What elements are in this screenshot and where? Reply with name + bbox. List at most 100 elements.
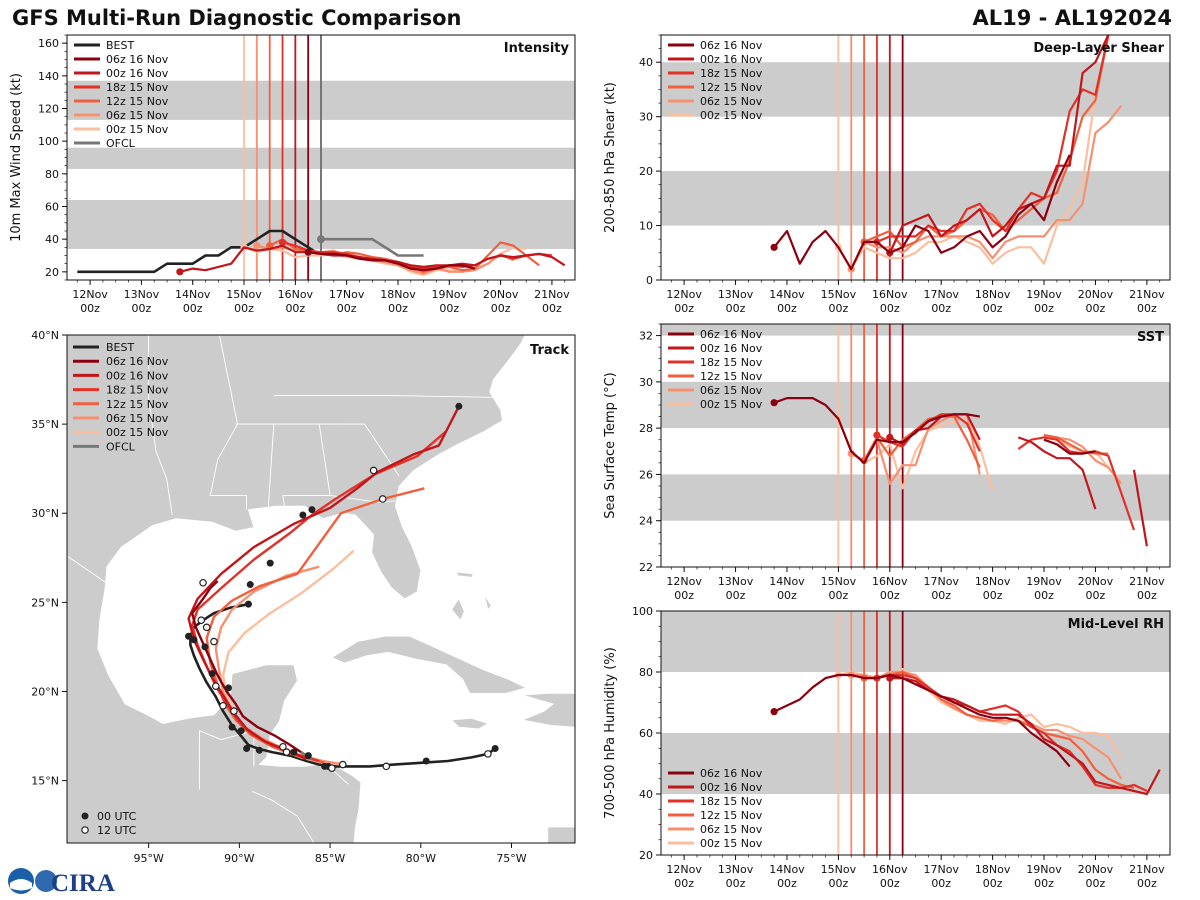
border-line-5: [342, 423, 400, 477]
track-point-12utc: [338, 760, 347, 769]
intensity-legend-label: 00z 16 Nov: [106, 67, 169, 80]
intensity-xtick-label: 00z: [80, 302, 100, 315]
intensity-xtick-label: 19Nov: [432, 288, 468, 301]
rh-series-0: [773, 673, 1071, 768]
rh-plot-area: [661, 611, 1170, 855]
intensity-series-0-start-dot: [304, 248, 312, 256]
utc12-legend-label: 12 UTC: [97, 824, 137, 837]
intensity-legend-label: 06z 15 Nov: [106, 109, 169, 122]
shear-plot-area: [661, 35, 1170, 280]
rh-xtick-label: 16Nov: [872, 863, 908, 876]
shear-legend-label: 00z 16 Nov: [700, 53, 763, 66]
sst-panel: 22242628303212Nov00z13Nov00z14Nov00z15No…: [603, 323, 1171, 602]
border-line-0: [148, 335, 173, 516]
rh-series-2: [876, 673, 1148, 792]
rh-xtick-label: 00z: [983, 877, 1003, 890]
track-legend-label: 00z 15 Nov: [106, 426, 169, 439]
intensity-xtick-label: 12Nov: [72, 288, 108, 301]
rh-legend-label: 18z 15 Nov: [700, 795, 763, 808]
rh-band-0: [661, 733, 1170, 794]
intensity-xtick-label: 00z: [132, 302, 152, 315]
track-ytick-label: 30°N: [31, 507, 59, 520]
sst-xtick-label: 00z: [726, 589, 746, 602]
track-point-00utc: [308, 506, 316, 514]
rh-legend-label: 00z 16 Nov: [700, 781, 763, 794]
land-cuba: [331, 635, 528, 694]
land-north-america: [67, 335, 526, 843]
intensity-xtick-label: 15Nov: [226, 288, 262, 301]
sst-xtick-label: 00z: [828, 589, 848, 602]
rh-xtick-label: 00z: [1137, 877, 1157, 890]
land-bahamas-1: [456, 571, 475, 578]
intensity-ytick-label: 140: [38, 70, 59, 83]
rh-xtick-label: 00z: [1086, 877, 1106, 890]
sst-plot-area: [661, 324, 1170, 567]
sst-series-1-seg-1: [1017, 436, 1097, 510]
shear-series-1: [888, 35, 1110, 254]
track-xtick-label: 75°W: [496, 852, 526, 865]
shear-xtick-label: 19Nov: [1026, 288, 1062, 301]
sst-ytick-label: 22: [639, 561, 653, 574]
sst-ytick-label: 24: [639, 515, 653, 528]
shear-xtick-label: 18Nov: [975, 288, 1011, 301]
intensity-legend-label: 06z 16 Nov: [106, 53, 169, 66]
rh-legend-label: 06z 15 Nov: [700, 823, 763, 836]
track-point-00utc: [304, 752, 312, 760]
intensity-xtick-label: 13Nov: [124, 288, 160, 301]
track-point-00utc: [290, 748, 298, 756]
sst-ytick-label: 32: [639, 330, 653, 343]
intensity-xtick-label: 20Nov: [483, 288, 519, 301]
rh-series-0-start-dot: [770, 708, 778, 716]
shear-xtick-label: 17Nov: [923, 288, 959, 301]
border-line-2: [267, 424, 275, 507]
intensity-xtick-label: 14Nov: [175, 288, 211, 301]
shear-legend-label: 18z 15 Nov: [700, 67, 763, 80]
track-point-12utc: [219, 701, 227, 710]
sst-xtick-label: 17Nov: [923, 575, 959, 588]
rh-xtick-label: 00z: [931, 877, 951, 890]
shear-xtick-label: 21Nov: [1129, 288, 1165, 301]
intensity-panel: 2040608010012014016012Nov00z13Nov00z14No…: [9, 34, 576, 315]
intensity-series-2-start-dot: [278, 238, 287, 247]
track-ytick-label: 15°N: [31, 775, 59, 788]
track-series-2: [190, 430, 447, 763]
shear-series-5: [837, 35, 1110, 271]
intensity-ytick-label: 40: [45, 233, 59, 246]
track-panel: 95°W 90°W 85°W 80°W 75°W 15°N 20°N 25°N 30°N 35°N…: [31, 329, 576, 865]
track-ytick-label: 40°N: [31, 329, 59, 342]
rh-series-3: [864, 670, 1135, 789]
sst-xtick-label: 16Nov: [872, 575, 908, 588]
sst-legend-label: 06z 16 Nov: [700, 328, 763, 341]
intensity-xtick-label: 00z: [285, 302, 305, 315]
intensity-legend-label: 00z 15 Nov: [106, 123, 169, 136]
rh-xtick-label: 00z: [828, 877, 848, 890]
rh-ylabel: 700-500 hPa Humidity (%): [603, 647, 618, 819]
shear-ytick-label: 20: [639, 165, 653, 178]
rh-xtick-label: 15Nov: [821, 863, 857, 876]
intensity-panel-title: Intensity: [504, 41, 570, 56]
rh-legend-label: 06z 16 Nov: [700, 767, 763, 780]
shear-series-0-start-dot: [770, 243, 778, 251]
sst-band-2: [661, 324, 1170, 336]
track-point-12utc: [211, 682, 220, 690]
shear-xtick-label: 00z: [828, 302, 848, 315]
shear-xtick-label: 15Nov: [821, 288, 857, 301]
track-point-00utc: [455, 402, 463, 410]
intensity-ofcl-dot: [317, 235, 325, 244]
track-legend-label: 12z 15 Nov: [106, 398, 169, 411]
shear-xtick-label: 00z: [1137, 302, 1157, 315]
globe-icon: [35, 870, 57, 892]
sst-legend-label: 06z 15 Nov: [700, 384, 763, 397]
track-point-12utc: [378, 495, 387, 503]
track-point-00utc: [243, 745, 251, 753]
track-point-12utc: [230, 707, 238, 715]
sst-xtick-label: 19Nov: [1026, 575, 1062, 588]
rh-ytick-label: 100: [632, 605, 653, 618]
rh-xtick-label: 17Nov: [923, 863, 959, 876]
border-line-3: [282, 424, 331, 508]
sst-band-0: [661, 474, 1170, 521]
track-panel-title: Track: [530, 343, 569, 358]
rh-xtick-label: 12Nov: [666, 863, 702, 876]
intensity-series-4-start-dot: [253, 242, 261, 250]
rh-band-1: [661, 611, 1170, 672]
